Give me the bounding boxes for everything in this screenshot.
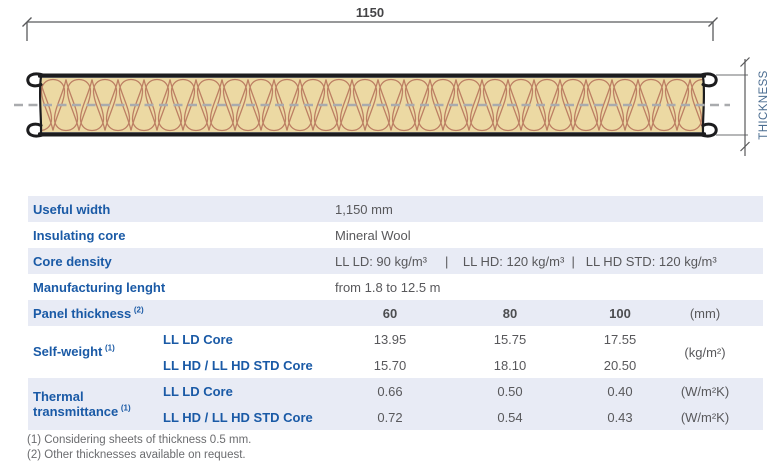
row-label-text: Self-weight (1): [33, 344, 115, 360]
row-label: Thermal transmittance (1): [28, 378, 163, 430]
value-80: 0.50: [497, 383, 523, 399]
table-row-useful-width: Useful width 1,150 mm: [28, 196, 763, 222]
value-100: 0.43: [607, 409, 633, 425]
value-80: 15.75: [493, 331, 527, 347]
value-60: 15.70: [373, 357, 407, 373]
footnote-marker: (1): [120, 403, 131, 413]
row-label: Useful width: [33, 201, 111, 217]
table-row-insulating-core: Insulating core Mineral Wool: [28, 222, 763, 248]
table-group-thermal-transmittance: Thermal transmittance (1) LL LD Core 0.6…: [28, 378, 763, 430]
self-weight-unit: (kg/m²): [684, 344, 726, 360]
table-row-manufacturing-length: Manufacturing lenght from 1.8 to 12.5 m: [28, 274, 763, 300]
table-row-core-density: Core density LL LD: 90 kg/m³ | LL HD: 12…: [28, 248, 763, 274]
thickness-dimension: [716, 57, 750, 156]
spec-table: Useful width 1,150 mm Insulating core Mi…: [28, 196, 763, 430]
value-60: 13.95: [373, 331, 407, 347]
value-100: 17.55: [603, 331, 637, 347]
self-weight-subrows: LL LD Core 13.95 15.75 17.55 LL HD / LL …: [163, 326, 665, 378]
footnote-marker: (2): [133, 305, 144, 315]
thermal-subrows: LL LD Core 0.66 0.50 0.40 (W/m²K) LL HD …: [163, 378, 745, 430]
row-value: from 1.8 to 12.5 m: [335, 279, 441, 295]
subrow-ll-ld: LL LD Core 13.95 15.75 17.55: [163, 326, 665, 352]
thermal-unit: (W/m²K): [680, 409, 730, 425]
core-type-label: LL LD Core: [163, 383, 233, 399]
top-steel-sheet: [38, 73, 706, 78]
row-label: Manufacturing lenght: [33, 279, 166, 295]
thickness-dimension-label: THICKNESS: [758, 70, 770, 139]
row-label: Core density: [33, 253, 112, 269]
row-label: Self-weight (1): [28, 326, 163, 378]
row-label: Panel thickness (2): [28, 306, 335, 321]
footnote-2: (2) Other thicknesses available on reque…: [27, 449, 246, 461]
width-dimension-label: 1150: [356, 5, 384, 20]
thickness-unit: (mm): [689, 305, 721, 321]
value-60: 0.72: [377, 409, 403, 425]
row-value: LL LD: 90 kg/m³ | LL HD: 120 kg/m³ | LL …: [335, 253, 717, 269]
value-80: 0.54: [497, 409, 523, 425]
thickness-80: 80: [502, 305, 518, 321]
row-label-text: Thermal transmittance (1): [33, 388, 131, 419]
footnote-marker: (1): [104, 344, 115, 353]
row-label: Insulating core: [33, 227, 126, 243]
bottom-steel-sheet: [38, 132, 706, 137]
value-80: 18.10: [493, 357, 527, 373]
core-type-label: LL HD / LL HD STD Core: [163, 409, 313, 425]
subrow-ll-hd: LL HD / LL HD STD Core 0.72 0.54 0.43 (W…: [163, 404, 745, 430]
thickness-100: 100: [609, 305, 631, 321]
panel-cross-section-diagram: 1150 THICKNESS: [14, 5, 770, 156]
left-edge-profile: [26, 72, 46, 138]
value-100: 0.40: [607, 383, 633, 399]
row-value: 1,150 mm: [335, 201, 393, 217]
core-type-label: LL HD / LL HD STD Core: [163, 357, 313, 373]
subrow-ll-hd: LL HD / LL HD STD Core 15.70 18.10 20.50: [163, 352, 665, 378]
value-60: 0.66: [377, 383, 403, 399]
table-row-panel-thickness: Panel thickness (2) 60 80 100 (mm): [28, 300, 763, 326]
footnotes: (1) Considering sheets of thickness 0.5 …: [27, 433, 251, 463]
row-label-text: Panel thickness: [33, 305, 132, 321]
thickness-60: 60: [382, 305, 398, 321]
table-group-self-weight: Self-weight (1) LL LD Core 13.95 15.75 1…: [28, 326, 763, 378]
width-dimension: [22, 17, 718, 41]
thermal-unit: (W/m²K): [680, 383, 730, 399]
value-100: 20.50: [603, 357, 637, 373]
subrow-ll-ld: LL LD Core 0.66 0.50 0.40 (W/m²K): [163, 378, 745, 404]
mineral-wool-core: [40, 78, 704, 132]
footnote-1: (1) Considering sheets of thickness 0.5 …: [27, 434, 252, 446]
row-value: Mineral Wool: [335, 227, 411, 243]
core-type-label: LL LD Core: [163, 331, 233, 347]
